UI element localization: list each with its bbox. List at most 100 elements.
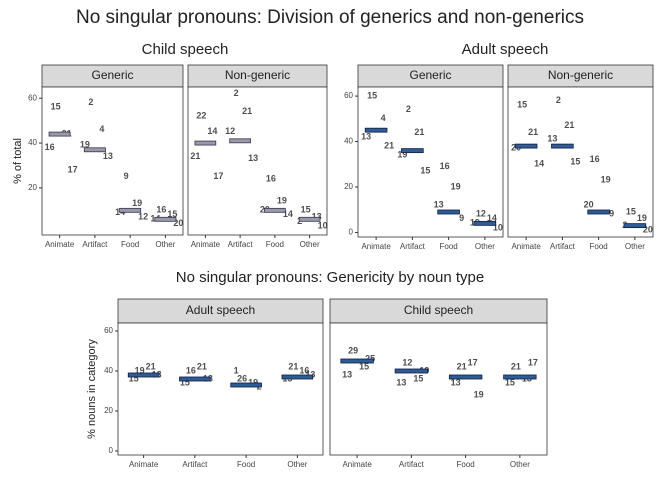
y-axis-title: % nouns in category (86, 339, 98, 439)
mean-bar (179, 376, 211, 382)
mean-bar (154, 216, 177, 222)
y-tick-label: 0 (349, 228, 354, 237)
point-label: 19 (135, 365, 145, 375)
point-label: 21 (384, 140, 394, 150)
y-tick-label: 20 (104, 406, 113, 415)
point-label: 4 (381, 113, 386, 123)
point-label: 15 (570, 156, 580, 166)
point-label: 25 (365, 353, 375, 363)
mean-bar (394, 368, 429, 374)
point-label: 21 (414, 127, 424, 137)
x-tick-label: Artifact (400, 242, 426, 251)
mean-bar (473, 220, 497, 226)
strip-label: Generic (91, 68, 133, 82)
point-label: 10 (493, 222, 503, 232)
chart-title: Adult speech (462, 41, 549, 58)
x-tick-label: Food (237, 460, 255, 469)
x-tick-label: Other (625, 242, 645, 251)
y-tick-label: 20 (344, 182, 353, 191)
x-tick-label: Artifact (550, 242, 576, 251)
x-tick-label: Artifact (82, 240, 108, 249)
mean-bar (364, 127, 388, 133)
mean-bar (230, 382, 262, 388)
point-label: 16 (440, 161, 450, 171)
x-tick-label: Animate (361, 242, 391, 251)
chart-title: No singular pronouns: Genericity by noun… (176, 269, 485, 286)
point-label: 12 (402, 357, 412, 367)
mean-bar (437, 209, 460, 215)
point-label: 20 (643, 225, 653, 235)
point-label: 14 (487, 213, 497, 223)
point-label: 16 (156, 205, 166, 215)
point-label: 21 (242, 106, 252, 116)
mean-bar (514, 143, 538, 149)
panel (507, 86, 654, 238)
point-label: 2 (406, 104, 411, 114)
point-label: 15 (505, 377, 515, 387)
point-label: 14 (207, 126, 217, 136)
strip-label: Generic (409, 68, 451, 82)
x-tick-label: Artifact (182, 460, 208, 469)
panel (329, 322, 548, 456)
x-tick-label: Other (155, 240, 175, 249)
point-label: 16 (266, 173, 276, 183)
point-label: 20 (584, 200, 594, 210)
point-label: 13 (396, 377, 406, 387)
mean-bar (119, 207, 142, 213)
point-label: 4 (99, 124, 104, 134)
strip-label: Adult speech (186, 303, 255, 317)
point-label: 13 (434, 200, 444, 210)
point-label: 9 (459, 213, 464, 223)
point-label: 21 (511, 361, 521, 371)
y-tick-label: 0 (109, 446, 114, 455)
point-label: 13 (547, 134, 557, 144)
panel (357, 86, 504, 238)
y-tick-label: 40 (28, 138, 37, 147)
x-tick-label: Food (440, 242, 458, 251)
panel (117, 322, 324, 456)
point-label: 13 (312, 211, 322, 221)
point-label: 21 (190, 151, 200, 161)
strip-label: Non-generic (225, 68, 290, 82)
point-label: 2 (556, 95, 561, 105)
point-label: 15 (359, 361, 369, 371)
point-label: 15 (129, 373, 139, 383)
x-tick-label: Animate (129, 460, 159, 469)
point-label: 15 (301, 205, 311, 215)
point-label: 19 (474, 389, 484, 399)
x-tick-label: Food (457, 460, 475, 469)
point-label: 19 (451, 181, 461, 191)
y-tick-label: 20 (28, 183, 37, 192)
x-tick-label: Animate (191, 240, 221, 249)
point-label: 21 (197, 361, 207, 371)
point-label: 15 (413, 373, 423, 383)
strip-label: Non-generic (548, 68, 613, 82)
point-label: 17 (68, 164, 78, 174)
figure-title: No singular pronouns: Division of generi… (76, 7, 584, 28)
mean-bar (503, 374, 537, 380)
x-tick-label: Other (300, 240, 320, 249)
y-tick-label: 60 (104, 326, 113, 335)
point-label: 16 (186, 365, 196, 375)
point-label: 17 (213, 171, 223, 181)
x-tick-label: Other (510, 460, 530, 469)
point-label: 19 (277, 196, 287, 206)
x-tick-label: Other (287, 460, 307, 469)
point-label: 14 (534, 159, 544, 169)
mean-bar (587, 209, 610, 215)
strip-header (117, 298, 324, 324)
x-tick-label: Animate (342, 460, 372, 469)
mean-bar (298, 216, 321, 222)
point-label: 15 (180, 377, 190, 387)
mean-bar (401, 148, 424, 154)
point-label: 19 (637, 213, 647, 223)
panel (187, 86, 328, 236)
point-label: 12 (476, 209, 486, 219)
point-label: 2 (234, 88, 239, 98)
point-label: 10 (318, 220, 328, 230)
point-label: 15 (167, 209, 177, 219)
point-label: 17 (468, 357, 478, 367)
point-label: 15 (420, 165, 430, 175)
point-label: 17 (528, 357, 538, 367)
